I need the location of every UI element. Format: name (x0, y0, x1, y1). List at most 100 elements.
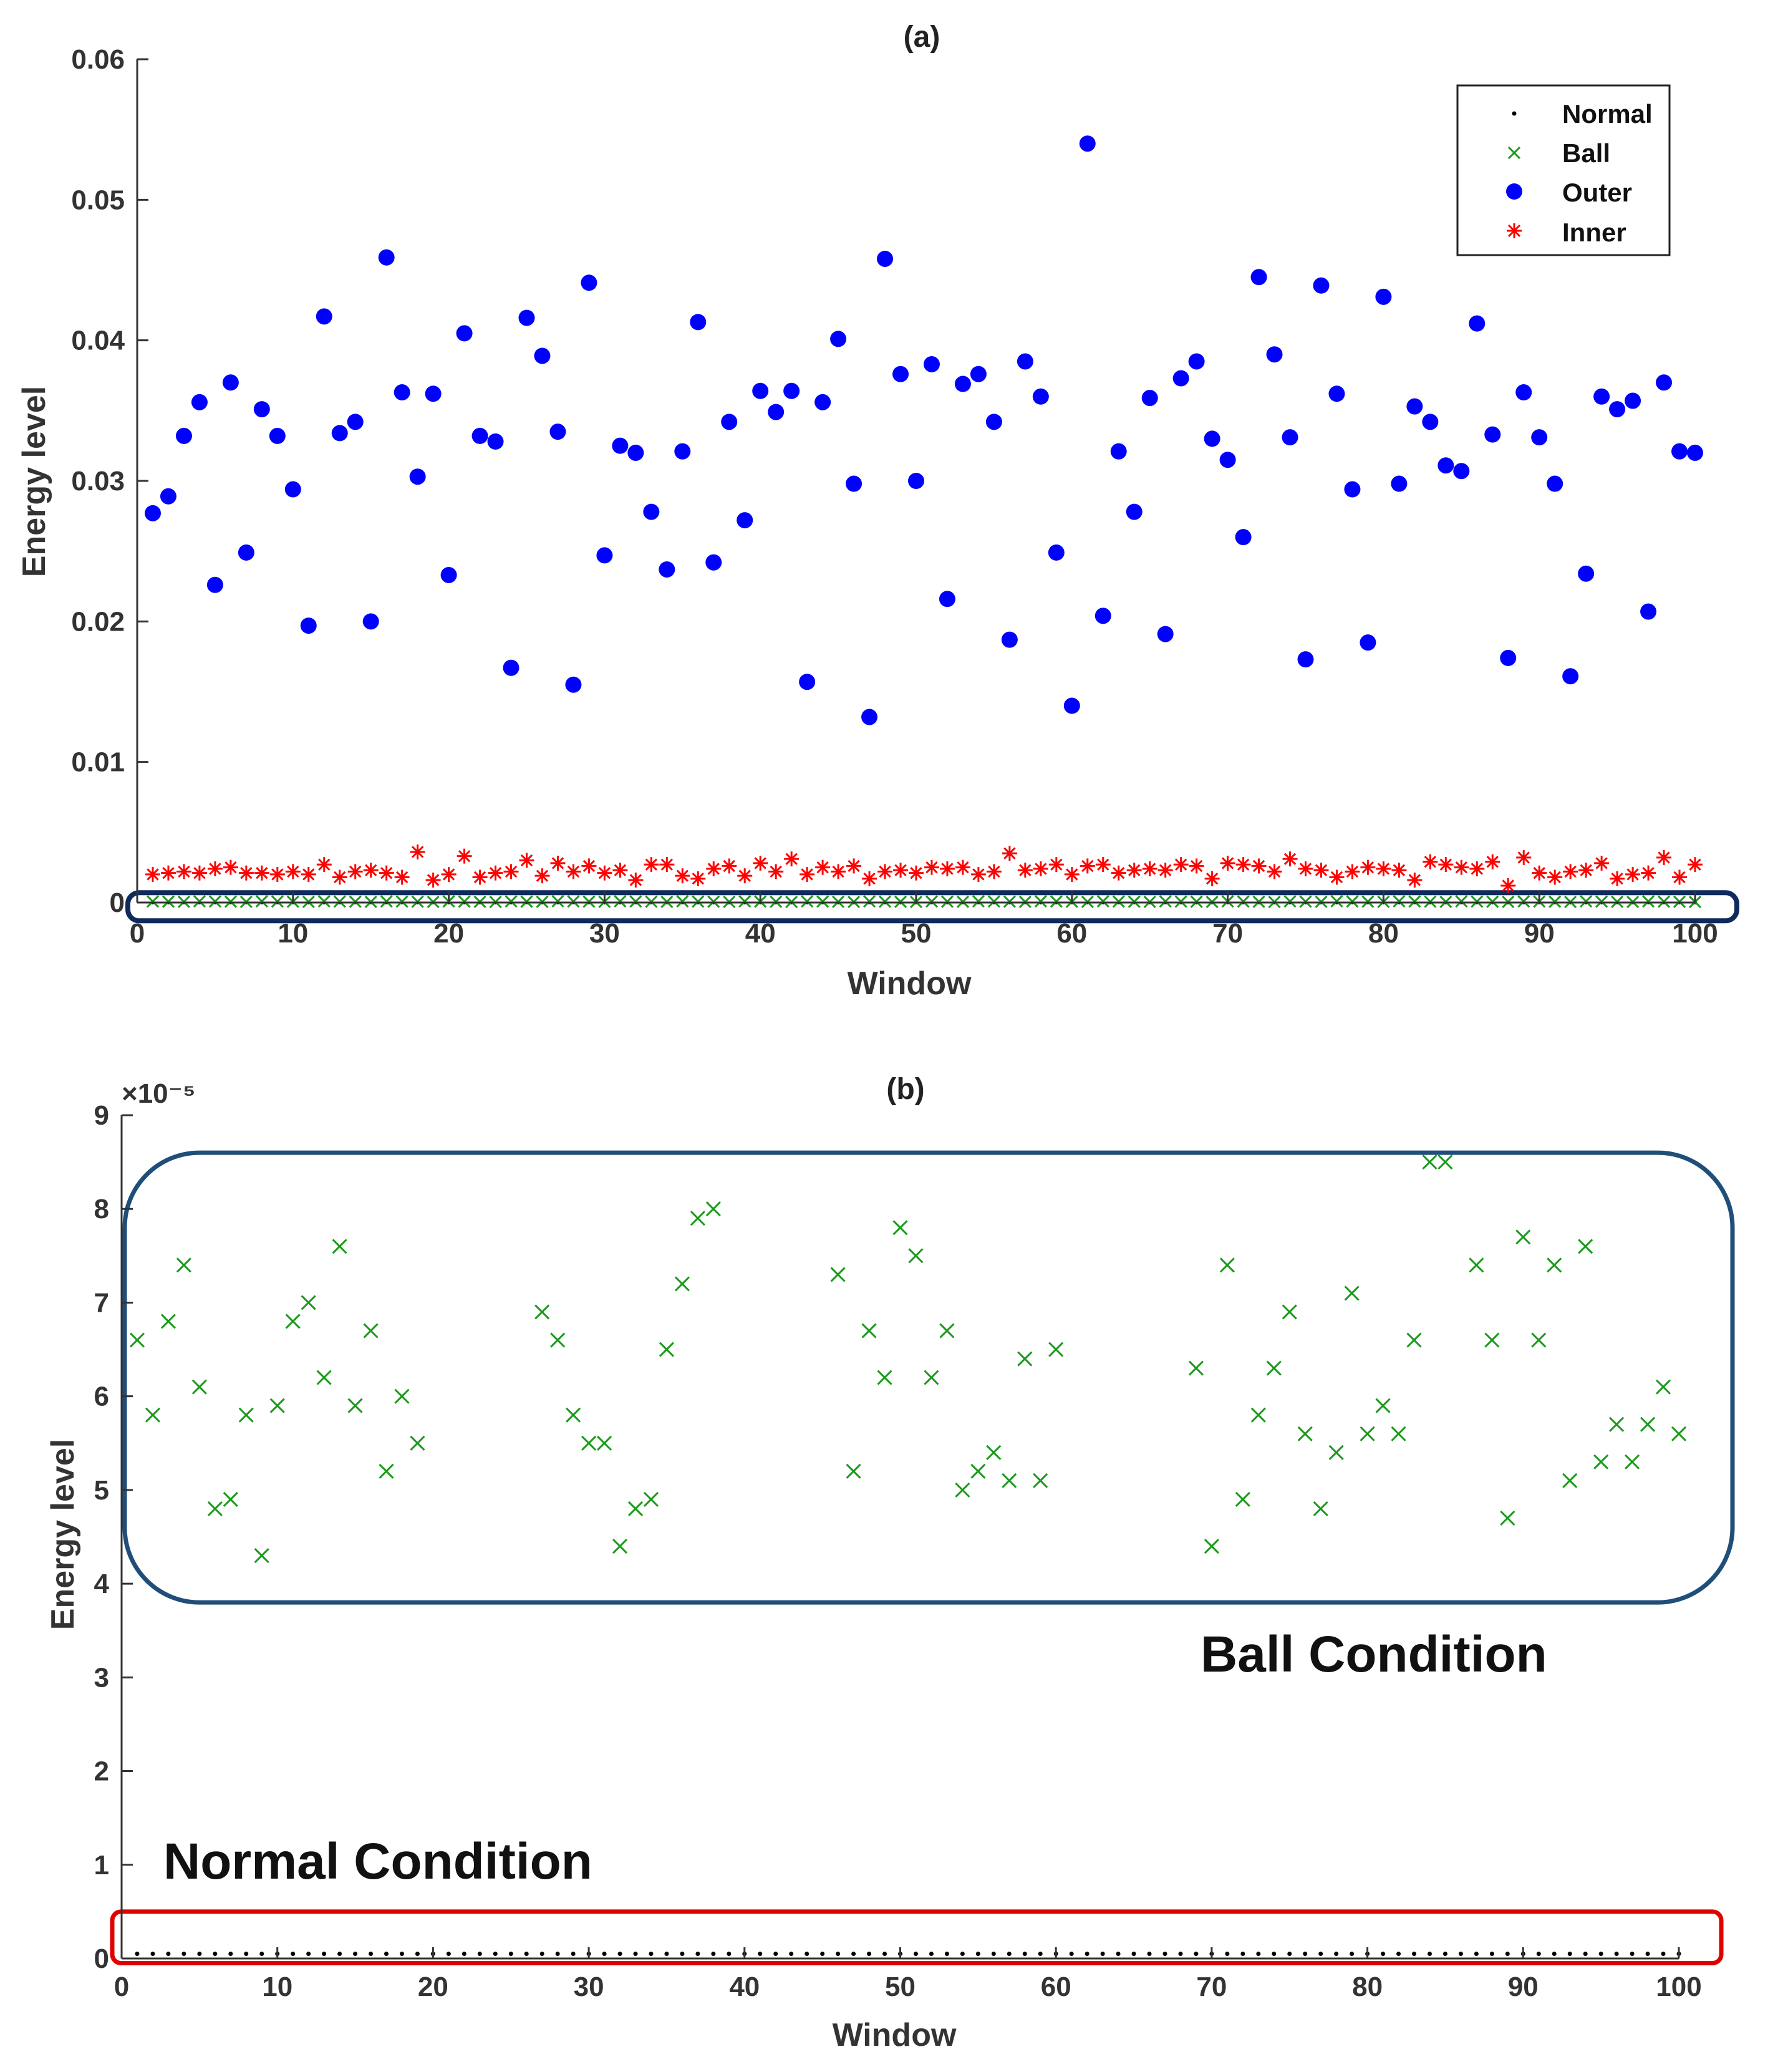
normal-point (680, 1951, 685, 1956)
normal-point (851, 1951, 856, 1956)
ball-point (1393, 894, 1406, 908)
ball-point (1237, 895, 1250, 908)
ball-point (1360, 1426, 1375, 1441)
normal-point (508, 1951, 513, 1956)
normal-point (1162, 1951, 1167, 1956)
inner-point (1204, 871, 1220, 886)
legend-inner-label: Inner (1562, 218, 1626, 247)
panel-a-ytick-label: 0.02 (71, 606, 125, 637)
ball-point (1500, 1510, 1515, 1526)
outer-point (222, 374, 239, 391)
ball-point (970, 1463, 986, 1479)
inner-point (254, 865, 269, 881)
inner-point (893, 863, 909, 878)
outer-point (284, 481, 301, 498)
inner-point (1267, 864, 1282, 879)
inner-point (145, 866, 160, 882)
panel-a: (a) 0 10 20 30 40 50 60 70 80 90 10000.010.020.030… (16, 21, 1739, 1002)
ball-point (1406, 1332, 1422, 1348)
inner-point (753, 855, 768, 871)
ball-point (1391, 1426, 1406, 1441)
inner-point (1033, 861, 1048, 876)
inner-point (1064, 866, 1080, 882)
ball-point (1034, 895, 1047, 908)
inner-point (1126, 863, 1142, 878)
outer-point (783, 382, 800, 399)
ball-point (145, 1407, 161, 1423)
normal-point (399, 1951, 404, 1956)
ball-point (1593, 1454, 1609, 1469)
outer-point (1235, 529, 1252, 546)
ball-point (1408, 895, 1421, 908)
outer-point (253, 401, 270, 418)
normal-point (1630, 1951, 1635, 1956)
inner-point (846, 858, 862, 874)
outer-point (1375, 288, 1392, 305)
outer-point (331, 425, 348, 442)
normal-point (1194, 1951, 1199, 1956)
ball-condition-label: Ball Condition (1201, 1626, 1547, 1683)
normal-point (259, 1951, 264, 1956)
ball-point (129, 1332, 145, 1348)
ball-point (1580, 895, 1593, 908)
panel-b: (b) ×10⁻⁵ 0 10 20 30 40 50 60 70 80 90 100 0 1 2 3 4 5 6 7… (45, 1073, 1735, 2053)
outer-point (1282, 429, 1298, 446)
ball-point (271, 895, 284, 908)
inner-point (955, 859, 970, 875)
outer-point (799, 674, 816, 690)
outer-point (1328, 385, 1345, 402)
panel-b-xtick-label: 30 (574, 1972, 604, 2002)
outer-point (1001, 631, 1018, 648)
inner-point (1656, 850, 1672, 865)
ball-point (1344, 1285, 1360, 1301)
ball-point (861, 1323, 877, 1339)
inner-point (1500, 878, 1516, 893)
ball-point (597, 1435, 612, 1451)
normal-point (1614, 1951, 1619, 1956)
legend-normal-marker (1512, 111, 1517, 116)
ball-point (1375, 1398, 1391, 1413)
ball-point (332, 1239, 347, 1254)
ball-point (567, 895, 580, 908)
inner-point (503, 864, 519, 879)
normal-point (244, 1951, 249, 1956)
outer-point (238, 544, 254, 561)
ball-point (892, 1220, 908, 1236)
ball-point (1422, 1155, 1438, 1170)
normal-condition-box (110, 1909, 1724, 1966)
inner-point (986, 864, 1002, 879)
panel-a-ytick-label: 0.04 (71, 326, 125, 356)
inner-point (1610, 871, 1625, 886)
normal-point (1069, 1951, 1074, 1956)
outer-point (1063, 697, 1080, 714)
ball-point (285, 1314, 301, 1329)
normal-point (539, 1951, 544, 1956)
outer-point (1515, 384, 1532, 401)
inner-point (332, 869, 347, 885)
panel-b-title: (b) (886, 1073, 924, 1106)
panel-b-xtick-label: 50 (885, 1972, 916, 2002)
outer-point (768, 404, 785, 420)
ball-point (692, 895, 705, 908)
ball-point (1250, 1407, 1266, 1423)
ball-point (410, 1435, 425, 1451)
panel-b-xtick-label: 70 (1196, 1972, 1227, 2002)
outer-point (985, 414, 1002, 430)
panel-a-xtick-label: 100 (1672, 918, 1718, 949)
panel-a-axes: 0 10 20 30 40 50 60 70 80 90 100 0 0.01 0.02 0.03 0.04 0… (71, 44, 1718, 949)
inner-point (316, 857, 332, 873)
inner-point (176, 864, 191, 879)
ball-point (1517, 895, 1530, 908)
inner-point (659, 857, 675, 873)
outer-point (892, 366, 909, 382)
inner-point (1578, 863, 1594, 878)
outer-point (1469, 315, 1486, 332)
normal-condition-label: Normal Condition (163, 1833, 592, 1890)
ball-point (877, 1370, 892, 1385)
ball-point (223, 1491, 238, 1507)
ball-point (863, 895, 876, 908)
ball-point (1096, 895, 1109, 908)
inner-point (269, 866, 285, 882)
ball-point (1640, 1416, 1656, 1432)
outer-point (877, 250, 894, 267)
